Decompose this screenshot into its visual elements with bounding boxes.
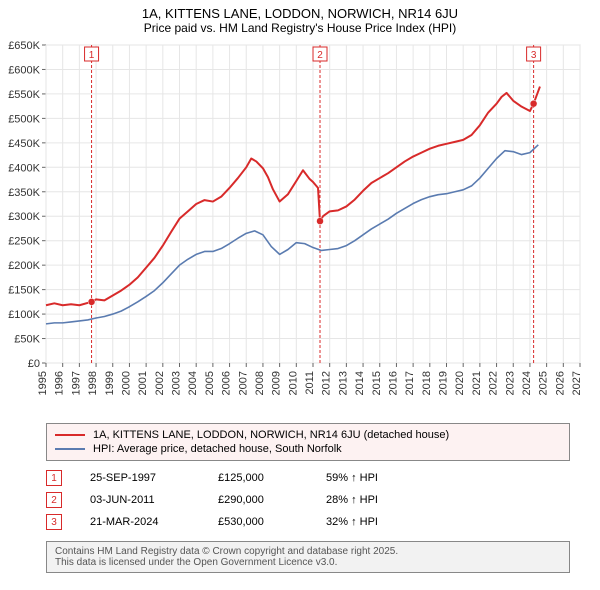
sale-marker-row: 1 25-SEP-1997 £125,000 59% ↑ HPI xyxy=(46,467,570,489)
svg-text:2013: 2013 xyxy=(337,371,349,395)
legend-item: 1A, KITTENS LANE, LODDON, NORWICH, NR14 … xyxy=(55,428,561,442)
chart-legend: 1A, KITTENS LANE, LODDON, NORWICH, NR14 … xyxy=(46,423,570,461)
page-subtitle: Price paid vs. HM Land Registry's House … xyxy=(0,21,600,39)
svg-text:2005: 2005 xyxy=(204,371,216,395)
svg-text:£550K: £550K xyxy=(8,89,40,101)
svg-text:£400K: £400K xyxy=(8,162,40,174)
svg-text:£150K: £150K xyxy=(8,285,40,297)
svg-text:£450K: £450K xyxy=(8,138,40,150)
svg-text:2011: 2011 xyxy=(304,371,316,395)
svg-text:2012: 2012 xyxy=(321,371,333,395)
svg-text:£200K: £200K xyxy=(8,260,40,272)
svg-text:1999: 1999 xyxy=(104,371,116,395)
svg-text:2017: 2017 xyxy=(404,371,416,395)
sale-marker-number: 1 xyxy=(46,470,62,486)
sale-marker-date: 21-MAR-2024 xyxy=(90,516,190,528)
svg-text:2019: 2019 xyxy=(438,371,450,395)
svg-text:2006: 2006 xyxy=(221,371,233,395)
svg-text:2004: 2004 xyxy=(187,371,199,395)
svg-text:£350K: £350K xyxy=(8,187,40,199)
svg-text:£300K: £300K xyxy=(8,211,40,223)
legend-label: HPI: Average price, detached house, Sout… xyxy=(93,443,342,455)
svg-text:1: 1 xyxy=(89,50,95,61)
sale-marker-delta: 32% ↑ HPI xyxy=(326,516,378,528)
sale-marker-price: £290,000 xyxy=(218,494,298,506)
svg-text:£650K: £650K xyxy=(8,40,40,52)
svg-text:£250K: £250K xyxy=(8,236,40,248)
legend-item: HPI: Average price, detached house, Sout… xyxy=(55,442,561,456)
svg-text:2021: 2021 xyxy=(471,371,483,395)
svg-text:2010: 2010 xyxy=(287,371,299,395)
svg-text:1995: 1995 xyxy=(37,371,49,395)
sale-marker-price: £530,000 xyxy=(218,516,298,528)
svg-text:2002: 2002 xyxy=(154,371,166,395)
svg-text:2016: 2016 xyxy=(387,371,399,395)
svg-text:2001: 2001 xyxy=(137,371,149,395)
svg-text:£500K: £500K xyxy=(8,113,40,125)
svg-text:£600K: £600K xyxy=(8,64,40,76)
svg-text:1998: 1998 xyxy=(87,371,99,395)
legend-label: 1A, KITTENS LANE, LODDON, NORWICH, NR14 … xyxy=(93,429,449,441)
svg-text:£100K: £100K xyxy=(8,309,40,321)
svg-text:2022: 2022 xyxy=(488,371,500,395)
svg-text:2: 2 xyxy=(317,50,323,61)
sale-marker-row: 3 21-MAR-2024 £530,000 32% ↑ HPI xyxy=(46,511,570,533)
sale-marker-number: 2 xyxy=(46,492,62,508)
price-chart: £0 £50K £100K £150K £200K £250K £300K £350K £400… xyxy=(0,39,600,419)
sale-marker-delta: 59% ↑ HPI xyxy=(326,472,378,484)
svg-text:£50K: £50K xyxy=(14,334,40,346)
page-title: 1A, KITTENS LANE, LODDON, NORWICH, NR14 … xyxy=(0,0,600,21)
svg-text:£0: £0 xyxy=(28,358,40,370)
svg-text:2014: 2014 xyxy=(354,371,366,395)
svg-text:2015: 2015 xyxy=(371,371,383,395)
sale-marker-date: 03-JUN-2011 xyxy=(90,494,190,506)
sale-marker-price: £125,000 xyxy=(218,472,298,484)
svg-text:1997: 1997 xyxy=(70,371,82,395)
svg-text:2025: 2025 xyxy=(538,371,550,395)
svg-text:2023: 2023 xyxy=(504,371,516,395)
svg-text:2000: 2000 xyxy=(120,371,132,395)
footer-attribution: Contains HM Land Registry data © Crown c… xyxy=(46,541,570,573)
svg-text:2024: 2024 xyxy=(521,371,533,395)
svg-text:2018: 2018 xyxy=(421,371,433,395)
svg-text:2026: 2026 xyxy=(554,371,566,395)
svg-text:1996: 1996 xyxy=(54,371,66,395)
sale-marker-date: 25-SEP-1997 xyxy=(90,472,190,484)
sale-markers-table: 1 25-SEP-1997 £125,000 59% ↑ HPI 2 03-JUN-201… xyxy=(46,467,570,533)
svg-text:2020: 2020 xyxy=(454,371,466,395)
footer-line-1: Contains HM Land Registry data © Crown c… xyxy=(55,546,561,557)
svg-text:2009: 2009 xyxy=(271,371,283,395)
legend-swatch xyxy=(55,434,85,436)
legend-swatch xyxy=(55,448,85,450)
sale-marker-row: 2 03-JUN-2011 £290,000 28% ↑ HPI xyxy=(46,489,570,511)
svg-text:2027: 2027 xyxy=(571,371,583,395)
footer-line-2: This data is licensed under the Open Gov… xyxy=(55,557,561,568)
svg-text:2007: 2007 xyxy=(237,371,249,395)
sale-marker-number: 3 xyxy=(46,514,62,530)
svg-text:3: 3 xyxy=(531,50,537,61)
svg-text:2008: 2008 xyxy=(254,371,266,395)
sale-marker-delta: 28% ↑ HPI xyxy=(326,494,378,506)
svg-text:2003: 2003 xyxy=(171,371,183,395)
